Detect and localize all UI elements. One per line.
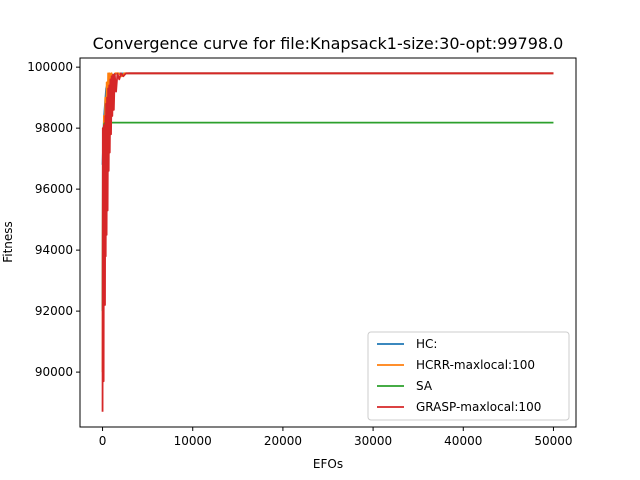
y-tick-label-4: 98000 [35,121,73,135]
y-axis-label: Fitness [1,221,15,263]
legend-label-3: GRASP-maxlocal:100 [416,400,541,414]
chart-title: Convergence curve for file:Knapsack1-siz… [93,34,564,53]
legend-label-2: SA [416,379,433,393]
x-tick-label-0: 0 [99,434,107,448]
plot-frame [79,57,577,428]
series-layer [101,72,554,412]
y-tick-label-3: 96000 [35,182,73,196]
x-tick-label-2: 20000 [264,434,302,448]
y-tick-label-0: 90000 [35,365,73,379]
y-tick-label-2: 94000 [35,243,73,257]
series-line-3 [101,72,554,412]
x-axis-label: EFOs [313,457,343,471]
x-tick-label-1: 10000 [174,434,212,448]
x-tick-label-4: 40000 [444,434,482,448]
y-tick-label-5: 100000 [27,60,73,74]
x-tick-label-3: 30000 [354,434,392,448]
x-tick-label-5: 50000 [534,434,572,448]
legend: HC: HCRR-maxlocal:100 SA GRASP-maxlocal:100 [367,331,570,421]
y-axis: 90000 92000 94000 96000 98000 100000 [27,60,80,379]
legend-label-0: HC: [416,337,437,351]
legend-box [367,331,570,421]
x-axis: 0 10000 20000 30000 40000 50000 [99,427,573,448]
legend-label-1: HCRR-maxlocal:100 [416,358,535,372]
y-tick-label-1: 92000 [35,304,73,318]
